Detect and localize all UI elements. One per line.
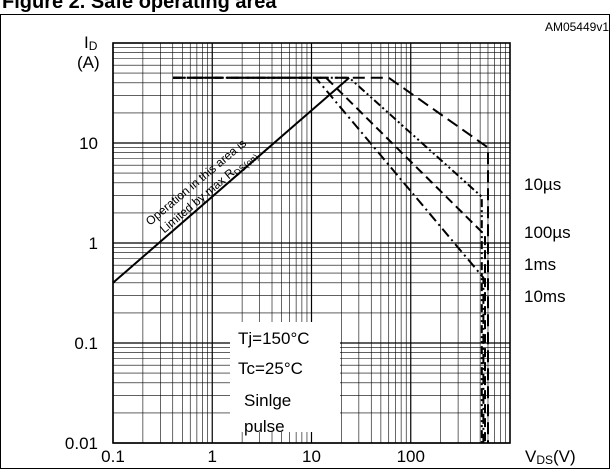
series-line-1 xyxy=(172,76,489,443)
series-line-0 xyxy=(112,76,350,284)
figure-title: Figure 2. Safe operating area xyxy=(2,0,277,13)
series-label: 10µs xyxy=(524,175,561,194)
conditions-box xyxy=(230,322,340,432)
condition-tc: Tc=25°C xyxy=(238,359,303,378)
x-axis-label-main: V xyxy=(525,447,537,466)
x-axis-label: VDS(V) xyxy=(525,447,576,467)
chart-frame xyxy=(0,14,610,469)
condition-pulse: pulse xyxy=(244,417,285,436)
y-axis-unit: (A) xyxy=(77,53,100,72)
y-axis-label-main: I xyxy=(84,33,89,52)
y-axis-label: ID xyxy=(84,33,98,53)
x-tick-label: 0.1 xyxy=(101,447,125,466)
condition-tj: Tj=150°C xyxy=(238,329,310,348)
figure-code: AM05449v1 xyxy=(545,20,609,34)
x-tick-label: 1 xyxy=(208,447,217,466)
series-labels: 10µs 100µs 1ms 10ms xyxy=(524,175,571,306)
series-line-4 xyxy=(172,76,485,443)
series-line-3 xyxy=(172,76,486,443)
series-label: 1ms xyxy=(524,255,556,274)
plot-area-border xyxy=(112,42,511,444)
y-tick-label: 1 xyxy=(89,234,98,253)
rds-note-line-1: Operation in this area is xyxy=(143,136,249,228)
y-tick-label: 0.01 xyxy=(65,434,98,453)
series-label: 100µs xyxy=(524,223,571,242)
x-tick-label: 10 xyxy=(302,447,321,466)
series-layer xyxy=(112,76,489,443)
x-axis-label-sub: DS xyxy=(536,453,553,467)
y-tick-label: 0.1 xyxy=(74,334,98,353)
condition-single: Sinlge xyxy=(244,391,291,410)
y-tick-label: 10 xyxy=(79,134,98,153)
x-tick-label: 100 xyxy=(397,447,425,466)
series-label: 10ms xyxy=(524,287,566,306)
x-axis-unit: (V) xyxy=(553,447,576,466)
y-axis-label-sub: D xyxy=(89,39,98,53)
